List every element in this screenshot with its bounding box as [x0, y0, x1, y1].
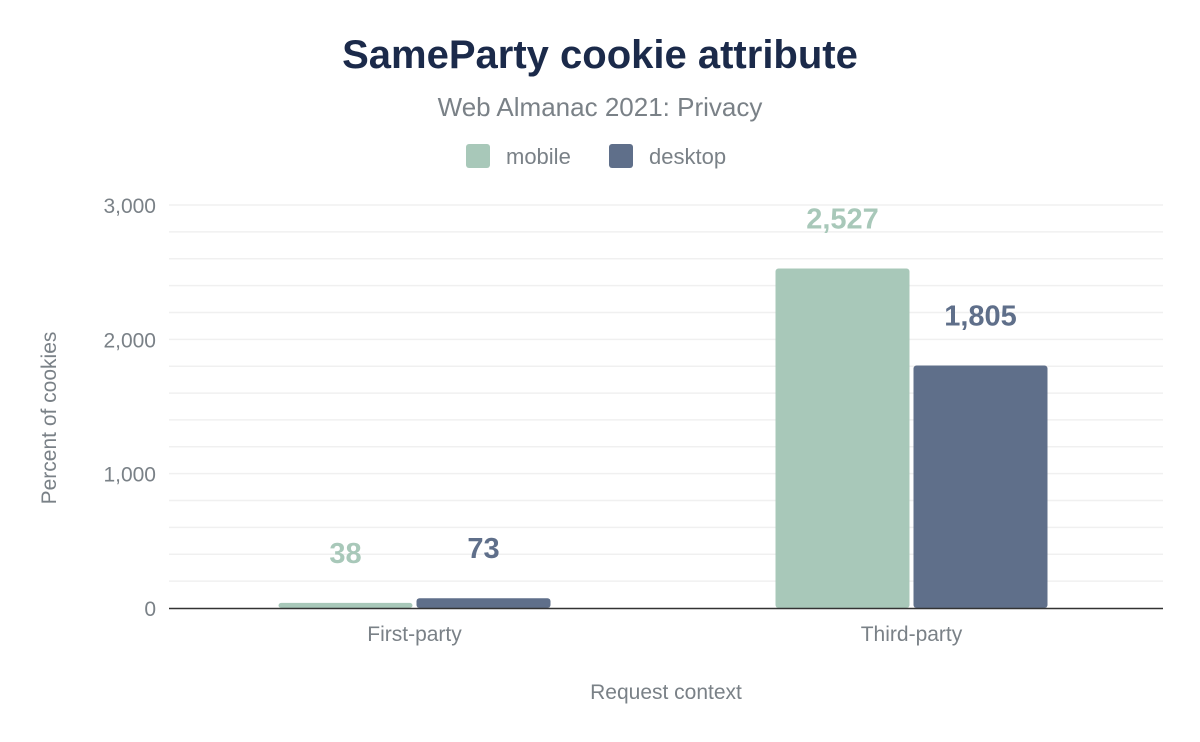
legend-swatch-desktop — [609, 144, 633, 168]
chart-title: SameParty cookie attribute — [342, 33, 858, 77]
legend-label-desktop: desktop — [649, 144, 726, 169]
x-tick-label: First-party — [367, 623, 462, 646]
data-label-mobile-1: 2,527 — [806, 204, 879, 236]
bars: 38 73 2,527 1,805 — [278, 204, 1048, 608]
x-tick-label: Third-party — [861, 623, 963, 646]
bar-desktop-1 — [913, 365, 1048, 608]
legend-label-mobile: mobile — [506, 144, 571, 169]
legend: mobile desktop — [466, 144, 726, 169]
data-label-desktop-1: 1,805 — [944, 301, 1017, 333]
bar-mobile-0 — [278, 602, 413, 608]
bar-desktop-0 — [416, 598, 551, 608]
y-tick-label: 1,000 — [103, 464, 156, 487]
y-axis: 0 1,000 2,000 3,000 — [103, 195, 156, 621]
bar-mobile-1 — [775, 268, 910, 608]
x-axis-title: Request context — [590, 681, 742, 704]
y-tick-label: 0 — [144, 598, 156, 621]
chart-subtitle: Web Almanac 2021: Privacy — [438, 92, 763, 122]
x-axis: First-party Third-party — [169, 607, 1163, 646]
y-tick-label: 3,000 — [103, 195, 156, 218]
gridlines — [169, 204, 1163, 582]
y-axis-title: Percent of cookies — [38, 332, 61, 505]
y-tick-label: 2,000 — [103, 329, 156, 352]
legend-swatch-mobile — [466, 144, 490, 168]
data-label-desktop-0: 73 — [467, 533, 499, 565]
data-label-mobile-0: 38 — [329, 538, 361, 570]
